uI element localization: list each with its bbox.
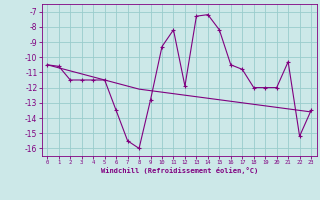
X-axis label: Windchill (Refroidissement éolien,°C): Windchill (Refroidissement éolien,°C) bbox=[100, 167, 258, 174]
